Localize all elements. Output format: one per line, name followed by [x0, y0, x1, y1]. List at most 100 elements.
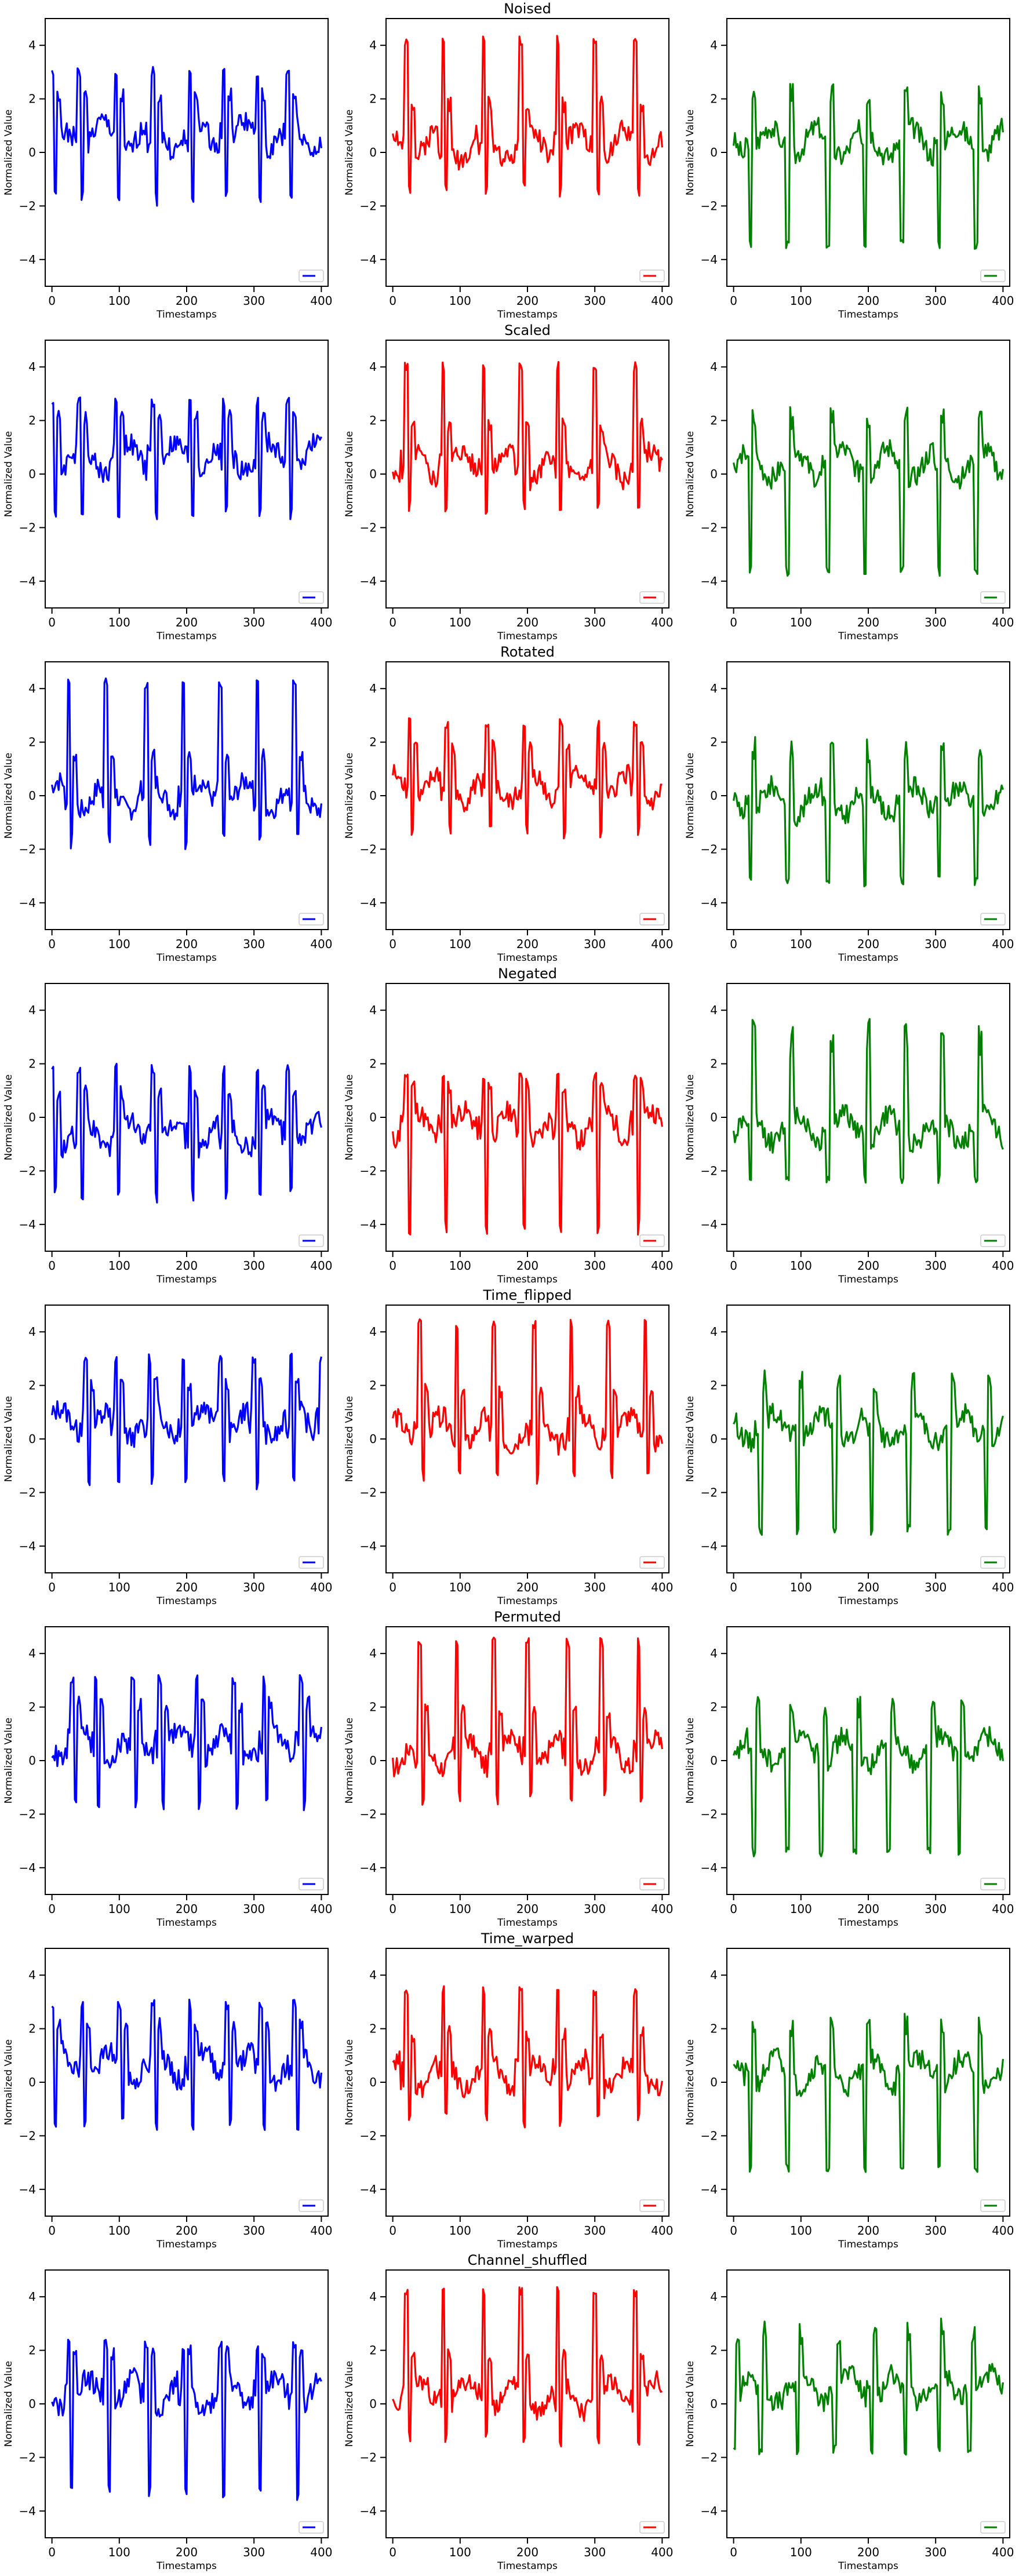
x-axis-label: Timestamps: [156, 631, 217, 642]
x-axis-label: Timestamps: [838, 309, 898, 320]
y-axis-label: Normalized Value: [3, 2361, 14, 2447]
x-tick-label: 0: [730, 1259, 737, 1273]
y-axis-label: Normalized Value: [344, 431, 355, 518]
x-tick-label: 100: [449, 1580, 471, 1594]
x-tick-label: 400: [310, 615, 332, 629]
x-tick-label: 400: [651, 1580, 673, 1594]
series-line: [392, 1985, 663, 2129]
plot-frame: [45, 1626, 329, 1895]
y-tick-label: −4: [360, 896, 377, 910]
y-tick-label: −4: [360, 253, 377, 267]
x-tick-label: 0: [730, 294, 737, 308]
x-tick-label: 300: [243, 1580, 265, 1594]
plot-frame: [385, 983, 669, 1252]
y-tick-label: 0: [28, 789, 36, 803]
x-tick-label: 0: [730, 2224, 737, 2238]
x-tick-label: 400: [651, 937, 673, 951]
y-axis-label: Normalized Value: [344, 753, 355, 839]
y-tick-label: 0: [28, 145, 36, 159]
x-tick-label: 0: [389, 1259, 396, 1273]
x-tick-label: 0: [730, 615, 737, 629]
y-axis-label: Normalized Value: [685, 110, 696, 196]
x-tick-label: 300: [243, 2224, 265, 2238]
x-tick-label: 100: [449, 1902, 471, 1916]
x-tick-label: 400: [992, 615, 1014, 629]
y-tick-label: 0: [369, 145, 377, 159]
x-tick-label: 0: [389, 615, 396, 629]
y-tick-label: 0: [710, 1432, 718, 1446]
x-axis-label: Timestamps: [497, 1274, 558, 1285]
y-tick-label: 4: [710, 38, 718, 52]
x-tick-label: 0: [48, 1259, 56, 1273]
y-tick-label: −4: [19, 2183, 36, 2196]
y-tick-label: −4: [701, 574, 718, 588]
y-tick-label: −2: [360, 199, 377, 213]
x-tick-label: 200: [516, 937, 538, 951]
x-tick-label: 200: [516, 1902, 538, 1916]
y-tick-label: −2: [19, 1807, 36, 1821]
y-axis-label: Normalized Value: [685, 2039, 696, 2126]
y-tick-label: −4: [701, 896, 718, 910]
x-tick-label: 200: [176, 294, 198, 308]
x-tick-label: 400: [310, 2545, 332, 2559]
y-axis-label: Normalized Value: [3, 431, 14, 518]
y-tick-label: 0: [710, 467, 718, 481]
y-tick-label: −2: [19, 520, 36, 534]
y-tick-label: −4: [701, 1539, 718, 1553]
y-tick-label: 2: [28, 2344, 36, 2358]
x-tick-label: 400: [992, 2224, 1014, 2238]
y-tick-label: 4: [710, 682, 718, 695]
plot-frame: [45, 983, 329, 1252]
y-tick-label: 4: [710, 2290, 718, 2304]
y-axis-label: Normalized Value: [3, 2039, 14, 2126]
x-tick-label: 300: [584, 294, 606, 308]
subplot-24: −4 −2 0 2 4 0 100 200 300 400 Timestamps Normalized…: [685, 2269, 1014, 2572]
x-tick-label: 300: [584, 1580, 606, 1594]
y-axis-label: Normalized Value: [685, 2361, 696, 2447]
series-line: [733, 736, 1004, 887]
x-tick-label: 300: [243, 1259, 265, 1273]
y-tick-label: 4: [369, 1325, 377, 1339]
y-tick-label: 0: [369, 467, 377, 481]
y-tick-label: 4: [28, 360, 36, 374]
subplot-9: −4 −2 0 2 4 0 100 200 300 400 Timestamps Normalized…: [685, 661, 1014, 964]
x-tick-label: 200: [857, 2224, 879, 2238]
series-line: [392, 717, 663, 840]
y-tick-label: −4: [701, 1861, 718, 1875]
subplot-title: Time_flipped: [483, 1287, 572, 1303]
y-tick-label: −2: [19, 1485, 36, 1499]
y-tick-label: 4: [710, 1325, 718, 1339]
y-tick-label: 2: [28, 1057, 36, 1071]
x-tick-label: 0: [389, 1902, 396, 1916]
subplot-5: −4 −2 0 2 4 0 100 200 300 400 Timestamps Normalized…: [344, 322, 673, 642]
x-tick-label: 400: [651, 615, 673, 629]
subplot-21: −4 −2 0 2 4 0 100 200 300 400 Timestamps Normalized…: [685, 1948, 1014, 2250]
y-axis-label: Normalized Value: [344, 2361, 355, 2447]
series-line: [392, 35, 663, 198]
plot-frame: [385, 2269, 669, 2538]
y-tick-label: 2: [369, 2344, 377, 2358]
subplot-4: −4 −2 0 2 4 0 100 200 300 400 Timestamps Normalized…: [3, 340, 332, 642]
series-line: [733, 1696, 1004, 1857]
y-tick-label: 4: [369, 1646, 377, 1660]
x-tick-label: 100: [790, 294, 812, 308]
y-tick-label: 0: [369, 2397, 377, 2411]
y-axis-label: Normalized Value: [3, 753, 14, 839]
subplot-22: −4 −2 0 2 4 0 100 200 300 400 Timestamps Normalized…: [3, 2269, 332, 2572]
x-tick-label: 0: [48, 2545, 56, 2559]
y-axis-label: Normalized Value: [344, 1074, 355, 1161]
plot-frame: [726, 1305, 1010, 1573]
x-tick-label: 100: [449, 2545, 471, 2559]
y-tick-label: 4: [28, 682, 36, 695]
x-axis-label: Timestamps: [838, 952, 898, 964]
y-tick-label: 4: [710, 1003, 718, 1017]
subplot-7: −4 −2 0 2 4 0 100 200 300 400 Timestamps Normalized…: [3, 661, 332, 964]
y-axis-label: Normalized Value: [344, 1718, 355, 1804]
x-tick-label: 0: [730, 937, 737, 951]
x-tick-label: 300: [925, 2545, 947, 2559]
x-tick-label: 0: [48, 294, 56, 308]
x-tick-label: 200: [857, 1580, 879, 1594]
x-tick-label: 200: [516, 615, 538, 629]
x-tick-label: 300: [925, 1580, 947, 1594]
